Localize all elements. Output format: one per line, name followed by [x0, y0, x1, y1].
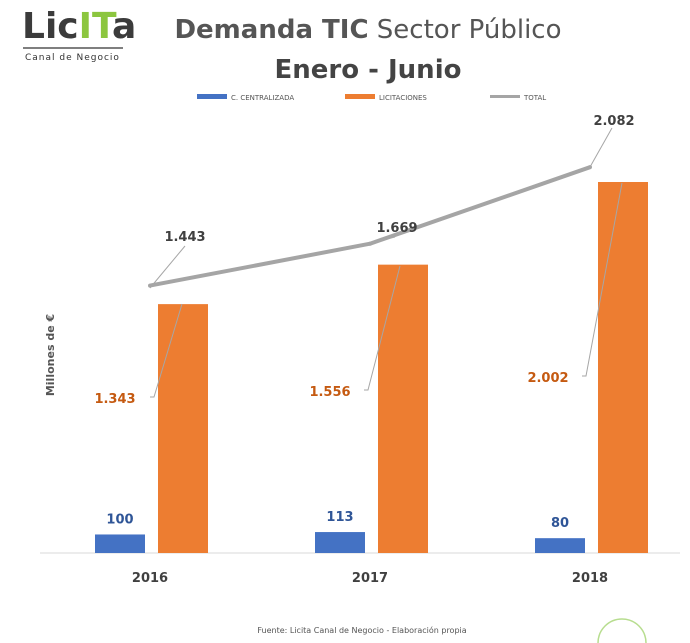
data-label-c-centralizada-2018: 80	[551, 516, 569, 531]
legend: C. CENTRALIZADA LICITACIONES TOTAL	[197, 94, 546, 102]
logo-tagline: Canal de Negocio	[25, 53, 120, 63]
total-line	[149, 165, 591, 288]
chart-subtitle: Enero - Junio	[275, 55, 462, 85]
bar-c-centralizada-2017	[315, 532, 365, 553]
decorative-circle	[597, 618, 647, 643]
leader-line-total-2018	[589, 127, 613, 168]
x-tick-label-2018: 2018	[572, 571, 608, 586]
data-label-licitaciones-2017: 1.556	[309, 385, 350, 400]
data-label-licitaciones-2016: 1.343	[94, 392, 135, 407]
total-point-2018	[588, 165, 592, 170]
bar-licitaciones-2018	[598, 182, 648, 553]
legend-label-1: LICITACIONES	[379, 94, 427, 102]
legend-swatch-0	[197, 94, 227, 99]
leader-line-licitaciones-2016	[150, 303, 183, 398]
data-label-total-2018: 2.082	[593, 114, 634, 129]
data-label-total-2016: 1.443	[164, 230, 205, 245]
bar-c-centralizada-2018	[535, 538, 585, 553]
legend-swatch-1	[345, 94, 375, 99]
data-label-c-centralizada-2016: 100	[106, 512, 133, 527]
data-label-licitaciones-2018: 2.002	[527, 371, 568, 386]
x-tick-label-2016: 2016	[132, 571, 168, 586]
bar-licitaciones-2017	[378, 264, 428, 553]
legend-label-0: C. CENTRALIZADA	[231, 94, 294, 102]
legend-swatch-2	[490, 95, 520, 98]
leader-line-licitaciones-2018	[582, 182, 623, 377]
data-label-c-centralizada-2017: 113	[326, 510, 353, 525]
y-axis-label: Millones de €	[44, 314, 57, 396]
legend-label-2: TOTAL	[523, 94, 546, 102]
logo-text: LicITa	[22, 6, 136, 47]
chart-title: Demanda TIC Sector Público	[174, 15, 561, 45]
x-tick-label-2017: 2017	[352, 571, 388, 586]
bar-c-centralizada-2016	[95, 534, 145, 553]
leader-line-licitaciones-2017	[364, 265, 401, 391]
leader-line-total-2017	[369, 236, 396, 244]
source-note: Fuente: Licita Canal de Negocio - Elabor…	[257, 625, 466, 635]
bar-licitaciones-2016	[158, 304, 208, 553]
data-label-total-2017: 1.669	[376, 221, 417, 236]
leader-line-total-2016	[149, 245, 186, 289]
logo: LicITa Canal de Negocio	[22, 6, 136, 63]
